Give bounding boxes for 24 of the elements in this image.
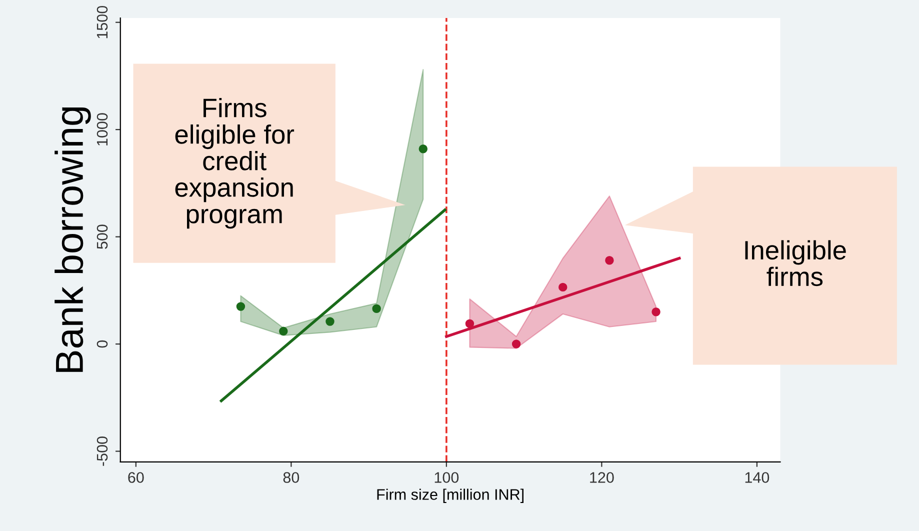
point [512,340,521,348]
x-tick-label: 80 [283,472,300,483]
y-axis-title: Bank borrowing [54,107,91,372]
y-tick-label: 1000 [96,113,108,146]
x-tick-label: 120 [590,472,614,483]
y-tick-label: 500 [96,224,108,249]
x-tick-label: 100 [434,472,459,483]
point [465,319,474,328]
point [558,282,568,292]
point [418,144,428,154]
y-tick-label: 1500 [96,6,108,38]
point [326,317,334,326]
y-tick-label: -500 [96,436,108,466]
point [652,307,660,316]
point [236,302,246,311]
point [605,256,614,265]
y-tick-label: 0 [96,340,108,348]
annotation: Firms eligible for credit expansion program [175,98,294,229]
annotation: Ineligible firms [745,240,846,286]
x-tick-label: 140 [745,472,770,483]
point [279,326,288,336]
point [372,304,381,314]
x-tick-label: 60 [128,472,144,483]
x-axis-title: Firm size [million INR] [377,488,524,503]
